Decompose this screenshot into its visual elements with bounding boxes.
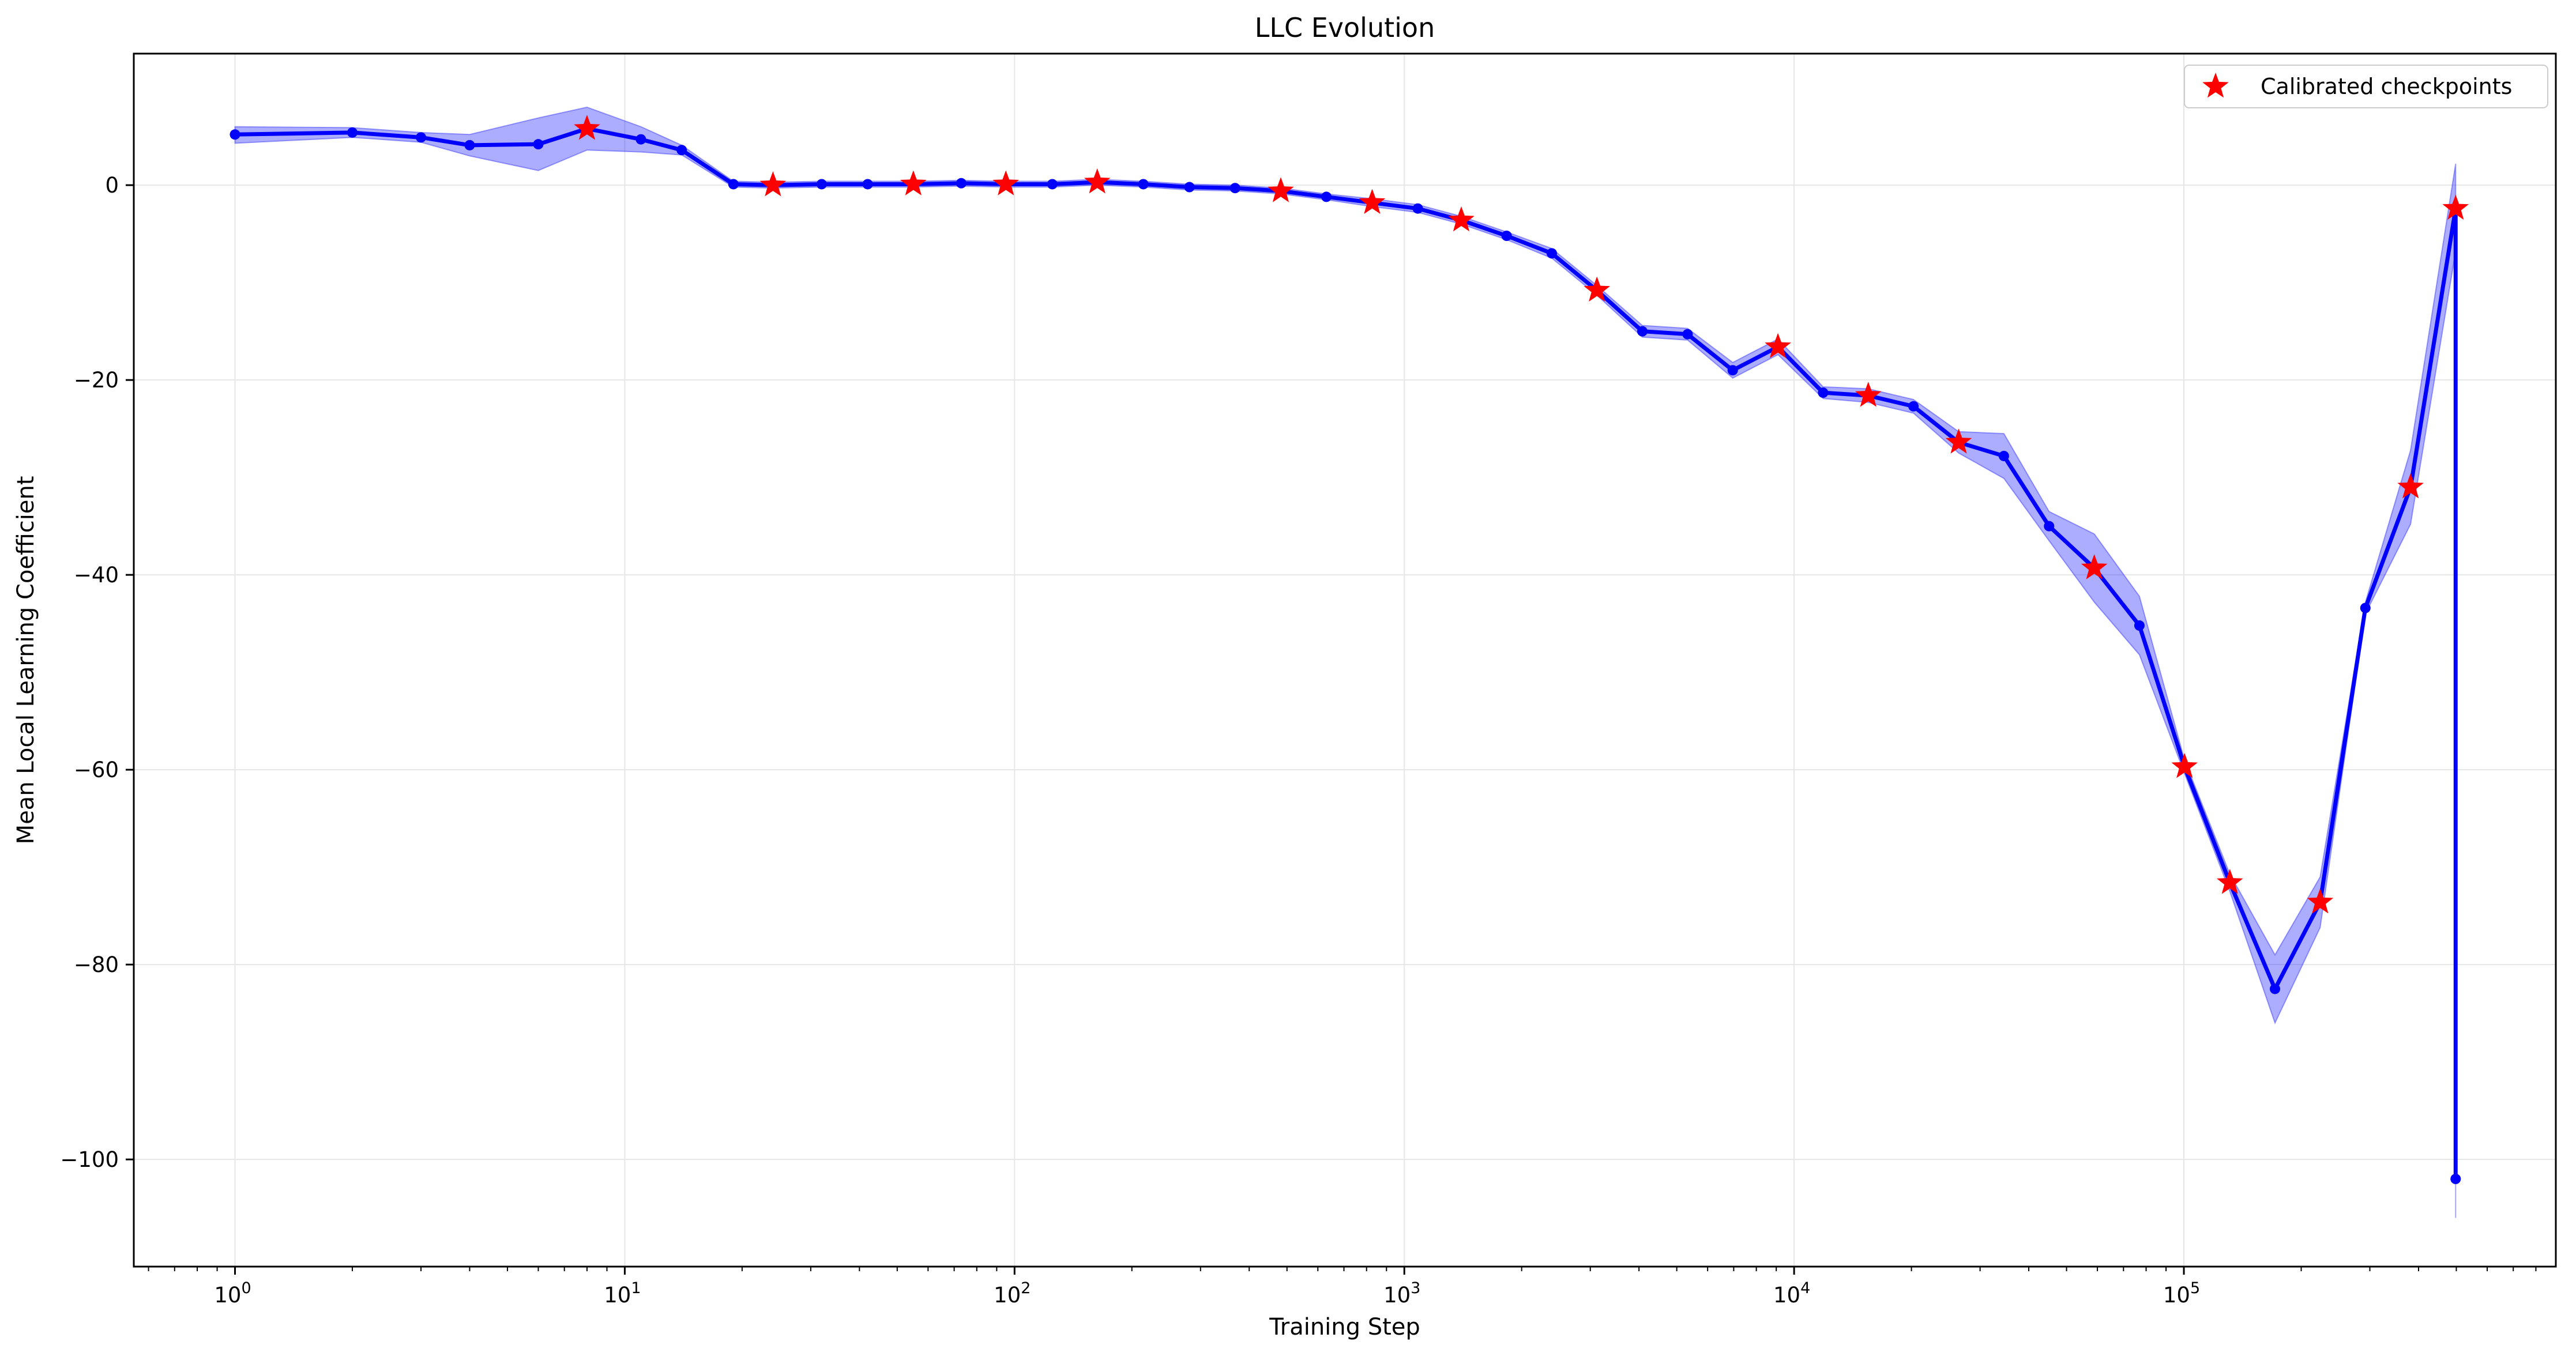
y-tick-label: −40	[74, 563, 119, 587]
data-point	[1818, 387, 1829, 398]
data-point	[1546, 248, 1557, 259]
data-point	[415, 132, 426, 143]
data-point	[676, 145, 687, 156]
calibrated-checkpoint-star	[2307, 888, 2334, 914]
data-point	[1321, 191, 1332, 202]
calibrated-checkpoint-star	[759, 171, 787, 197]
data-point	[2044, 521, 2055, 532]
calibrated-checkpoint-star	[1584, 276, 1611, 302]
y-axis-ticks: 0 −20 −40 −60 −80 −100	[60, 173, 134, 1172]
data-point	[533, 139, 544, 150]
calibrated-checkpoint-star	[2397, 473, 2424, 499]
x-axis-ticks: 100 101 102 103 104 105	[148, 1267, 2537, 1308]
y-tick-label: −60	[74, 758, 119, 782]
calibrated-checkpoint-star	[574, 115, 600, 140]
legend-label: Calibrated checkpoints	[2261, 74, 2512, 99]
data-point	[464, 140, 475, 150]
grid-lines	[134, 54, 2556, 1267]
x-tick-label: 100	[214, 1279, 251, 1308]
calibrated-checkpoint-star	[2171, 753, 2198, 778]
data-point	[816, 179, 827, 190]
data-point	[1138, 179, 1149, 190]
x-tick-label: 102	[994, 1279, 1031, 1308]
x-axis-label: Training Step	[1269, 1314, 1420, 1340]
x-tick-label: 103	[1383, 1279, 1420, 1308]
data-point	[230, 129, 240, 140]
data-point	[2270, 984, 2281, 994]
y-tick-label: −100	[60, 1147, 119, 1172]
data-point	[862, 179, 873, 190]
calibrated-checkpoint-star	[1359, 189, 1386, 214]
calibrated-checkpoint-star	[1268, 177, 1294, 202]
data-point	[2450, 1173, 2461, 1184]
data-point	[1184, 182, 1195, 193]
legend-box	[2184, 65, 2548, 108]
data-point	[635, 134, 646, 145]
calibrated-checkpoint-star	[1448, 206, 1475, 232]
data-point	[728, 179, 739, 190]
chart-title: LLC Evolution	[1255, 12, 1435, 43]
calibrated-checkpoint-markers	[574, 115, 2469, 914]
calibrated-checkpoint-star	[2216, 869, 2243, 894]
x-tick-label: 104	[1773, 1279, 1810, 1308]
data-point	[1637, 326, 1648, 337]
data-point	[1501, 231, 1512, 242]
calibrated-checkpoint-star	[1855, 382, 1882, 407]
data-point	[956, 178, 967, 189]
data-point	[1908, 401, 1919, 412]
y-tick-label: −80	[74, 952, 119, 977]
calibrated-checkpoint-star	[900, 170, 927, 195]
legend: Calibrated checkpoints	[2184, 65, 2548, 108]
data-point	[1047, 179, 1058, 190]
data-point	[1412, 203, 1423, 214]
calibrated-checkpoint-star	[2442, 194, 2469, 220]
data-point	[2360, 602, 2371, 613]
y-tick-label: 0	[105, 173, 119, 198]
y-axis-label: Mean Local Learning Coefficient	[13, 476, 39, 845]
y-tick-label: −20	[74, 368, 119, 393]
calibrated-checkpoint-star	[2081, 554, 2108, 579]
data-point	[1727, 365, 1738, 376]
data-point	[1229, 183, 1240, 194]
calibrated-checkpoint-star	[992, 170, 1020, 195]
llc-mean-line	[235, 126, 2458, 1179]
legend-star-icon	[2202, 73, 2229, 98]
calibrated-checkpoint-star	[1084, 168, 1111, 194]
data-point	[1682, 329, 1693, 340]
data-point	[347, 127, 358, 138]
data-point	[2134, 620, 2145, 631]
x-tick-label: 105	[2163, 1279, 2200, 1308]
plot-frame	[133, 52, 2557, 1268]
calibrated-checkpoint-star	[1945, 428, 1972, 454]
x-tick-label: 101	[604, 1279, 641, 1308]
calibrated-checkpoint-star	[1765, 333, 1791, 359]
data-point	[1998, 450, 2009, 461]
